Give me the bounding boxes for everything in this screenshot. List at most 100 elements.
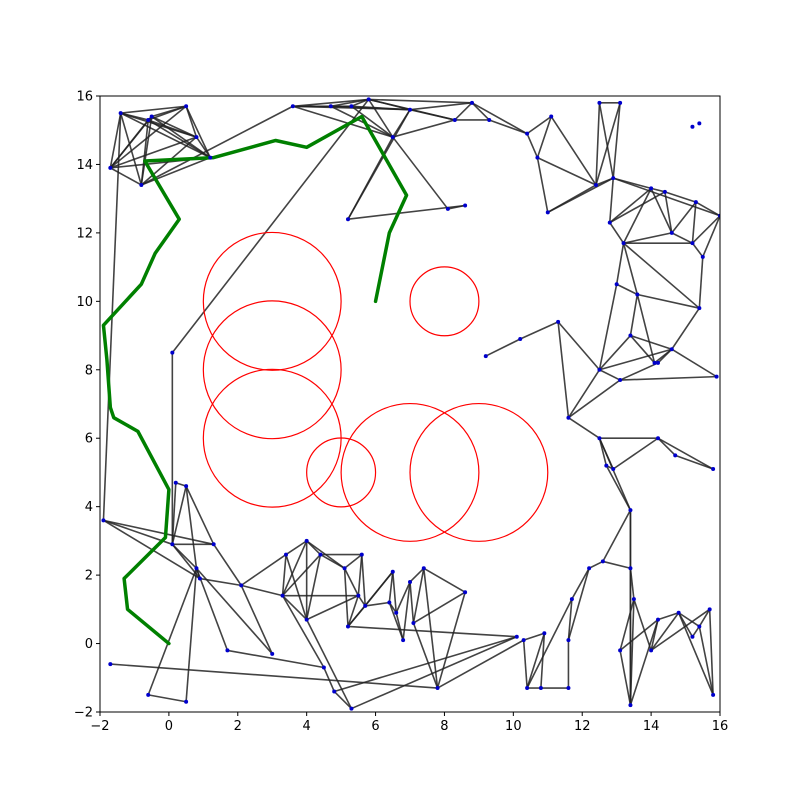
roadmap-edge-131 xyxy=(171,482,177,545)
roadmap-edge-67 xyxy=(598,102,615,179)
roadmap-edge-222 xyxy=(678,612,700,628)
roadmap-node-3 xyxy=(108,165,113,170)
roadmap-edge-83 xyxy=(623,242,700,309)
roadmap-node-37 xyxy=(697,306,702,311)
roadmap-node-11 xyxy=(366,97,371,102)
roadmap-edge-78 xyxy=(691,242,704,258)
roadmap-node-30 xyxy=(662,189,667,194)
x-tick-label-7: 12 xyxy=(574,719,591,734)
roadmap-edge-159 xyxy=(347,595,360,627)
plot-area xyxy=(101,97,720,711)
y-tick-label-0: −2 xyxy=(74,706,93,721)
roadmap-edge-225 xyxy=(698,626,714,696)
roadmap-node-99 xyxy=(525,686,530,691)
roadmap-edge-57 xyxy=(526,115,552,135)
roadmap-edge-65 xyxy=(595,102,601,186)
roadmap-edge-24 xyxy=(151,115,197,138)
roadmap-node-59 xyxy=(556,319,561,324)
roadmap-node-27 xyxy=(611,176,616,181)
x-tick-label-9: 16 xyxy=(712,719,729,734)
roadmap-node-111 xyxy=(649,648,654,653)
roadmap-node-50 xyxy=(597,436,602,441)
roadmap-node-29 xyxy=(649,186,654,191)
roadmap-edge-2 xyxy=(109,112,122,169)
roadmap-node-10 xyxy=(349,104,354,109)
roadmap-edge-36 xyxy=(351,98,369,108)
roadmap-node-2 xyxy=(184,104,189,109)
roadmap-edge-73 xyxy=(664,191,673,234)
roadmap-edge-107 xyxy=(657,348,673,364)
roadmap-node-7 xyxy=(149,114,154,119)
roadmap-edge-54 xyxy=(347,204,466,220)
roadmap-node-62 xyxy=(184,484,189,489)
roadmap-edge-182 xyxy=(360,554,367,606)
y-tick-label-1: 0 xyxy=(85,637,93,652)
roadmap-edge-219 xyxy=(657,611,679,621)
roadmap-edge-181 xyxy=(347,571,394,627)
roadmap-edge-124 xyxy=(567,379,621,419)
roadmap-node-64 xyxy=(194,566,199,571)
roadmap-node-85 xyxy=(421,566,426,571)
roadmap-edge-218 xyxy=(650,619,659,651)
roadmap-edge-22 xyxy=(140,116,153,186)
roadmap-edge-5 xyxy=(120,112,211,159)
roadmap-node-54 xyxy=(673,453,678,458)
roadmap-node-89 xyxy=(146,692,151,697)
roadmap-edge-70 xyxy=(609,187,652,224)
roadmap-node-48 xyxy=(656,360,660,365)
x-tick-label-2: 2 xyxy=(234,719,242,734)
obstacle-circle-4 xyxy=(306,437,377,508)
obstacle-circle-5 xyxy=(340,402,480,542)
roadmap-edge-80 xyxy=(702,215,720,258)
roadmap-node-115 xyxy=(707,607,712,612)
roadmap-edge-208 xyxy=(571,567,590,600)
roadmap-edge-71 xyxy=(650,187,666,193)
planned-path xyxy=(101,114,409,646)
roadmap-edge-60 xyxy=(536,157,549,213)
roadmap-edge-188 xyxy=(195,567,229,651)
y-tick-label-9: 16 xyxy=(76,90,93,105)
roadmap-edge-157 xyxy=(357,554,363,596)
roadmap-edge-233 xyxy=(526,598,573,689)
roadmap-node-86 xyxy=(463,590,468,595)
roadmap-node-56 xyxy=(628,508,633,513)
roadmap-node-25 xyxy=(618,100,623,105)
x-tick-label-4: 6 xyxy=(371,719,379,734)
roadmap-edge-3 xyxy=(119,112,143,186)
roadmap-node-87 xyxy=(435,686,440,691)
roadmap-node-18 xyxy=(445,206,450,211)
roadmap-edges xyxy=(102,98,720,710)
roadmap-edge-19 xyxy=(109,116,153,169)
roadmap-edge-220 xyxy=(650,612,680,651)
roadmap-edge-89 xyxy=(698,256,704,309)
roadmap-edge-103 xyxy=(598,335,632,371)
roadmap-node-60 xyxy=(170,350,175,355)
roadmap-edge-142 xyxy=(241,584,283,597)
roadmap-edge-93 xyxy=(622,242,639,295)
roadmap-edge-240 xyxy=(677,612,714,696)
roadmap-edge-171 xyxy=(412,568,425,624)
roadmap-edge-226 xyxy=(708,609,714,695)
y-tick-label-5: 8 xyxy=(85,363,93,378)
roadmap-node-20 xyxy=(525,131,530,136)
roadmap-edge-217 xyxy=(629,619,659,706)
roadmap-edge-125 xyxy=(485,338,521,357)
path-line xyxy=(101,114,409,646)
roadmap-node-92 xyxy=(270,651,275,656)
roadmap-node-112 xyxy=(676,610,681,615)
roadmap-node-45 xyxy=(597,367,602,372)
roadmap-edge-183 xyxy=(395,581,411,614)
roadmap-node-80 xyxy=(387,600,392,605)
roadmap-edge-202 xyxy=(526,633,546,689)
y-tick-label-7: 12 xyxy=(76,226,93,241)
roadmap-node-4 xyxy=(139,182,144,187)
roadmap-node-5 xyxy=(194,135,199,140)
roadmap-edge-203 xyxy=(540,633,546,689)
roadmap-edge-77 xyxy=(691,202,697,244)
roadmap-edge-86 xyxy=(612,177,720,217)
roadmap-node-8 xyxy=(290,104,295,109)
roadmap-edge-201 xyxy=(522,640,528,689)
x-tick-label-8: 14 xyxy=(643,719,660,734)
roadmap-node-23 xyxy=(545,210,550,215)
